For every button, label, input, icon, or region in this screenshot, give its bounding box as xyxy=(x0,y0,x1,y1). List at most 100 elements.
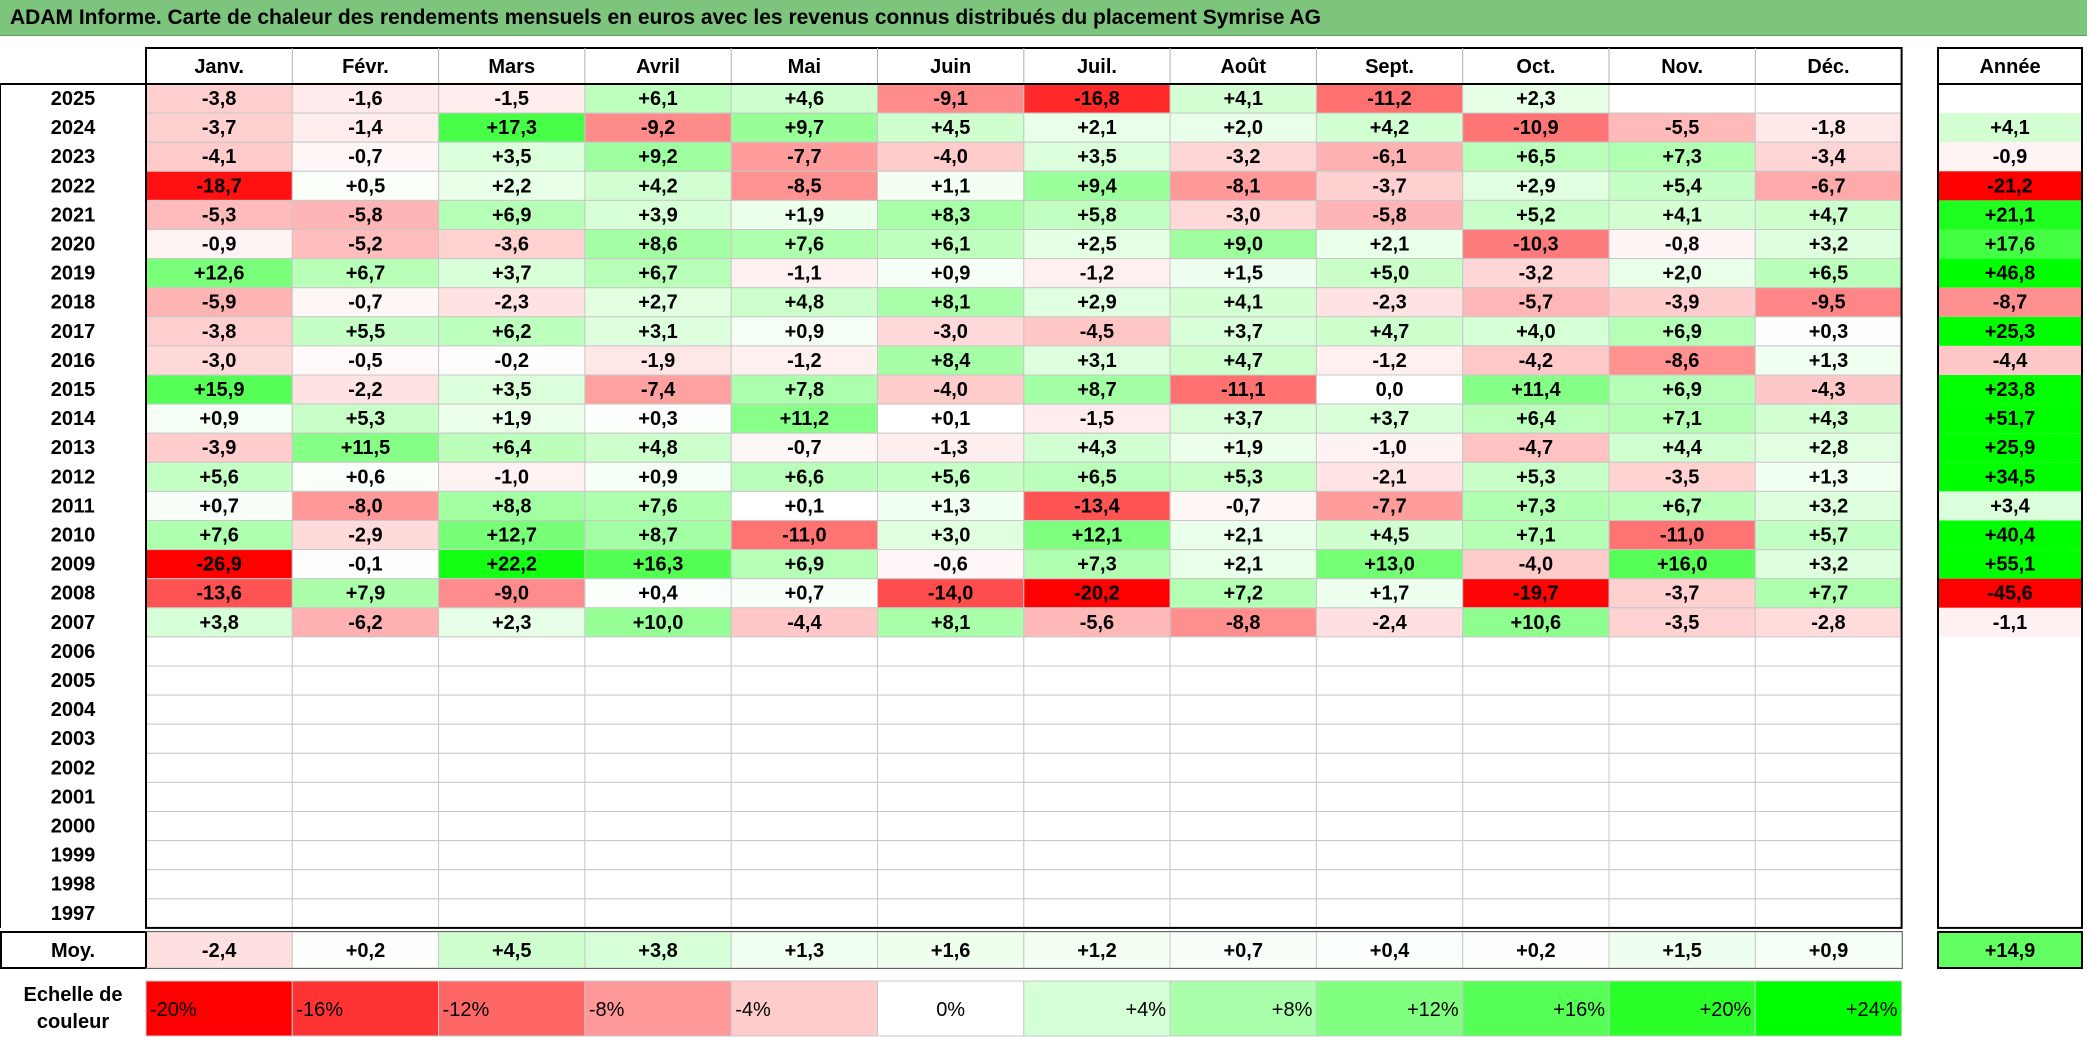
heat-cell-value: +4,7 xyxy=(1224,350,1263,372)
scale-label-value: -20% xyxy=(150,999,197,1021)
heat-cell-value: +1,3 xyxy=(1809,466,1848,488)
heat-cell xyxy=(1169,141,1317,172)
heat-cell xyxy=(1754,199,1903,230)
heat-cell xyxy=(1608,170,1756,201)
heat-cell xyxy=(1023,112,1171,143)
heat-cell-value: +6,4 xyxy=(1516,408,1556,430)
heat-cell-value: +0,3 xyxy=(1809,321,1848,343)
heat-cell xyxy=(584,694,732,725)
year-label: 2023 xyxy=(51,146,96,168)
heat-cell-value: -10,3 xyxy=(1513,234,1559,256)
heat-cell xyxy=(584,549,732,580)
heat-cell-value: +10,0 xyxy=(633,612,684,634)
heat-cell xyxy=(1169,403,1317,434)
scale-swatch xyxy=(145,980,293,1037)
heat-cell-value: +10,6 xyxy=(1511,612,1562,634)
heat-cell xyxy=(1315,374,1464,405)
annual-cell-value: -21,2 xyxy=(1987,175,2033,197)
heat-cell-value: -4,3 xyxy=(1811,379,1845,401)
year-label: 2017 xyxy=(51,321,96,343)
annual-cell xyxy=(1938,578,2082,608)
year-label: 2025 xyxy=(51,88,96,110)
heat-cell xyxy=(1754,549,1903,580)
heat-cell-value: +6,9 xyxy=(1662,379,1701,401)
heat-cell-value: -3,6 xyxy=(495,234,529,256)
heat-cell xyxy=(1462,752,1610,783)
heat-cell xyxy=(1315,636,1464,667)
heat-cell xyxy=(730,141,879,172)
heat-cell xyxy=(1169,898,1317,929)
heat-cell-value: +3,8 xyxy=(199,612,238,634)
heat-cell xyxy=(584,607,732,638)
heat-cell xyxy=(1462,345,1610,376)
heat-cell xyxy=(145,665,293,696)
heat-cell xyxy=(145,229,293,260)
heat-cell-value: +1,9 xyxy=(785,204,824,226)
heat-cell xyxy=(730,461,879,492)
heat-cell xyxy=(291,636,440,667)
heat-cell-value: -0,8 xyxy=(1665,234,1699,256)
heat-cell xyxy=(291,869,440,900)
heat-cell-value: -1,4 xyxy=(348,117,383,139)
heat-cell-value: +0,3 xyxy=(638,408,677,430)
heat-cell xyxy=(584,345,732,376)
heat-cell xyxy=(730,490,879,521)
annual-cell-value: +21,1 xyxy=(1985,204,2036,226)
heat-cell xyxy=(730,781,879,813)
heat-cell-value: -2,8 xyxy=(1811,612,1845,634)
heat-cell xyxy=(1462,694,1610,725)
heat-cell-value: -1,5 xyxy=(495,88,529,110)
heat-cell xyxy=(1169,287,1317,318)
heat-cell-value: +9,7 xyxy=(785,117,824,139)
heat-cell xyxy=(145,520,293,551)
heat-cell xyxy=(1315,607,1464,638)
heat-cell xyxy=(1462,811,1610,842)
heat-cell xyxy=(1023,316,1171,347)
heat-cell xyxy=(1608,752,1756,783)
heat-cell-value: +6,9 xyxy=(492,204,531,226)
heat-cell-value: +4,8 xyxy=(785,292,824,314)
heat-cell xyxy=(438,752,586,783)
heat-cell xyxy=(584,258,732,289)
heat-cell xyxy=(584,141,732,172)
heat-cell xyxy=(1315,199,1464,230)
heat-cell-value: +7,6 xyxy=(638,495,677,517)
heat-cell xyxy=(291,287,440,318)
heat-cell-value: -6,2 xyxy=(348,612,382,634)
heat-cell xyxy=(1608,811,1756,842)
heat-cell xyxy=(877,781,1025,813)
heat-cell-value: -5,2 xyxy=(348,234,382,256)
heat-cell-value: +2,2 xyxy=(492,175,531,197)
year-label: 2013 xyxy=(51,437,96,459)
heat-cell xyxy=(1023,694,1171,725)
heat-cell xyxy=(1754,636,1903,667)
year-label: 2022 xyxy=(51,175,96,197)
heat-cell xyxy=(1754,432,1903,463)
heat-cell xyxy=(1315,578,1464,609)
heat-cell xyxy=(145,898,293,929)
average-cell-value: +0,9 xyxy=(1809,940,1848,962)
scale-label-value: +8% xyxy=(1272,999,1313,1021)
heat-cell xyxy=(1754,840,1903,871)
heat-cell xyxy=(1608,141,1756,172)
heat-cell xyxy=(584,636,732,667)
heat-cell xyxy=(1608,636,1756,667)
heat-cell-value: +2,0 xyxy=(1662,263,1701,285)
heat-cell xyxy=(1023,869,1171,900)
heat-cell xyxy=(291,490,440,521)
heat-cell-value: +2,1 xyxy=(1224,525,1263,547)
heat-cell xyxy=(877,665,1025,696)
annual-cell xyxy=(1938,753,2082,783)
heat-cell xyxy=(145,607,293,638)
heat-cell xyxy=(291,258,440,289)
heat-cell xyxy=(1169,432,1317,463)
heat-cell xyxy=(291,781,440,813)
heat-cell-value: +7,7 xyxy=(1809,583,1848,605)
heat-cell-value: -0,1 xyxy=(348,554,382,576)
heat-cell-value: -11,2 xyxy=(1367,88,1411,110)
heat-cell xyxy=(730,374,879,405)
heat-cell xyxy=(1169,636,1317,667)
heat-cell xyxy=(584,374,732,405)
average-cell xyxy=(1315,931,1464,969)
